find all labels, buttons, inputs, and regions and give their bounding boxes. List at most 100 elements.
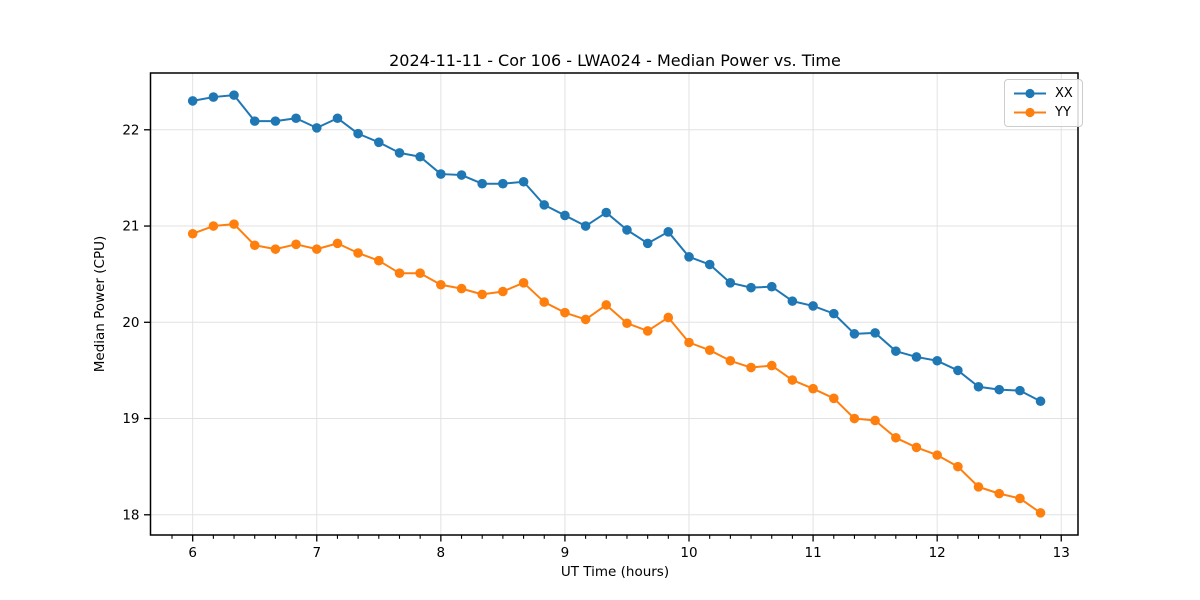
- series-xx-marker: [787, 296, 798, 306]
- series-yy-marker: [539, 297, 550, 307]
- series-xx-marker: [808, 301, 818, 311]
- series-xx-marker: [663, 227, 674, 237]
- series-xx-marker: [560, 210, 570, 221]
- series-xx-marker: [953, 365, 963, 376]
- x-tick-label: 6: [188, 545, 197, 561]
- series-yy-marker: [704, 345, 715, 356]
- series-yy-marker: [291, 239, 301, 250]
- series-xx-marker: [291, 113, 301, 124]
- x-tick-label: 9: [561, 545, 570, 561]
- series-xx-marker: [394, 148, 405, 158]
- legend: XX YY: [1004, 79, 1083, 127]
- series-xx-marker: [704, 259, 715, 270]
- series-xx-marker: [415, 151, 425, 162]
- series-xx-marker: [891, 346, 901, 356]
- series-xx-marker: [374, 137, 384, 148]
- plot-border: [149, 72, 1079, 536]
- series-xx-marker: [249, 116, 260, 126]
- series-yy-marker: [477, 289, 487, 300]
- series-yy-marker: [642, 326, 653, 336]
- legend-label: YY: [1055, 105, 1071, 120]
- series-xx-marker: [332, 113, 343, 124]
- series-yy-line: [191, 223, 1042, 514]
- series-yy-marker: [973, 482, 984, 492]
- x-axis-label: UT Time (hours): [560, 564, 670, 580]
- series-yy-marker: [270, 244, 281, 254]
- series-xx-marker: [187, 96, 198, 106]
- legend-item-yy: YY: [1013, 103, 1073, 122]
- series-xx-marker: [973, 381, 984, 392]
- series-xx-marker: [229, 90, 239, 100]
- series-xx-marker: [353, 128, 363, 139]
- series-yy-marker: [1035, 508, 1046, 518]
- series-xx-marker: [601, 207, 612, 218]
- series-xx-marker: [477, 178, 487, 189]
- series-yy-marker: [580, 314, 591, 325]
- series-yy-marker: [911, 442, 922, 453]
- series-yy-marker: [601, 300, 612, 310]
- x-tick-label: 10: [680, 545, 697, 561]
- x-tick-label: 12: [929, 545, 946, 561]
- y-tick-label: 21: [122, 219, 139, 235]
- series-xx-marker: [994, 384, 1005, 395]
- y-tick-label: 22: [122, 122, 139, 138]
- series-xx-marker: [518, 176, 529, 187]
- series-xx-marker: [1015, 385, 1025, 396]
- series-yy-marker: [353, 248, 363, 258]
- series-yy-marker: [663, 312, 674, 323]
- series-yy-marker: [829, 393, 839, 404]
- series-yy-marker: [187, 228, 198, 239]
- series-yy-marker: [498, 286, 508, 297]
- series-yy-marker: [394, 268, 405, 279]
- series-xx-marker: [208, 92, 219, 102]
- y-tick-label: 20: [122, 315, 139, 331]
- series-xx-marker: [849, 329, 860, 339]
- series-yy-marker: [808, 383, 818, 394]
- series-yy-marker: [684, 337, 694, 348]
- series-xx-marker: [1035, 396, 1046, 407]
- series-xx-marker: [498, 178, 508, 189]
- series-yy-marker: [374, 255, 384, 266]
- series-xx-marker: [829, 308, 839, 319]
- series-yy-marker: [560, 307, 570, 318]
- legend-item-xx: XX: [1013, 84, 1073, 103]
- series-yy-marker: [746, 362, 756, 373]
- series-xx-marker: [932, 355, 942, 366]
- series-yy-marker: [208, 221, 219, 231]
- x-tick-label: 7: [312, 545, 321, 561]
- series-yy-marker: [249, 240, 260, 251]
- series-xx-marker: [539, 200, 550, 210]
- series-xx-marker: [436, 169, 446, 179]
- series-yy-marker: [436, 279, 446, 290]
- series-yy-marker: [849, 413, 860, 424]
- series-xx-marker: [642, 238, 653, 249]
- y-tick-label: 18: [122, 507, 139, 523]
- y-tick-label: 19: [122, 411, 139, 427]
- x-tick-label: 11: [804, 545, 821, 561]
- series-yy-marker: [311, 244, 322, 254]
- series-xx-marker: [311, 123, 322, 133]
- series-yy-marker: [787, 375, 798, 385]
- series-yy-marker: [518, 278, 529, 288]
- series-xx-marker: [684, 252, 694, 262]
- series-yy-marker: [456, 283, 467, 294]
- series-yy-marker: [891, 432, 901, 443]
- x-tick-label: 8: [437, 545, 446, 561]
- series-xx-marker: [911, 352, 922, 362]
- series-yy-marker: [332, 238, 343, 249]
- series-yy-marker: [725, 355, 736, 366]
- series-xx-marker: [746, 282, 756, 293]
- series-yy-marker: [622, 318, 632, 329]
- series-yy-marker: [1015, 493, 1025, 504]
- series-xx-marker: [725, 278, 736, 288]
- series-yy-marker: [953, 461, 963, 472]
- series-xx-marker: [870, 328, 880, 338]
- x-tick-label: 13: [1053, 545, 1070, 561]
- series-yy-marker: [766, 360, 777, 371]
- series-xx-marker: [270, 116, 281, 126]
- y-axis-label: Median Power (CPU): [92, 235, 108, 373]
- series-xx-marker: [622, 225, 632, 235]
- series-yy-marker: [932, 450, 942, 460]
